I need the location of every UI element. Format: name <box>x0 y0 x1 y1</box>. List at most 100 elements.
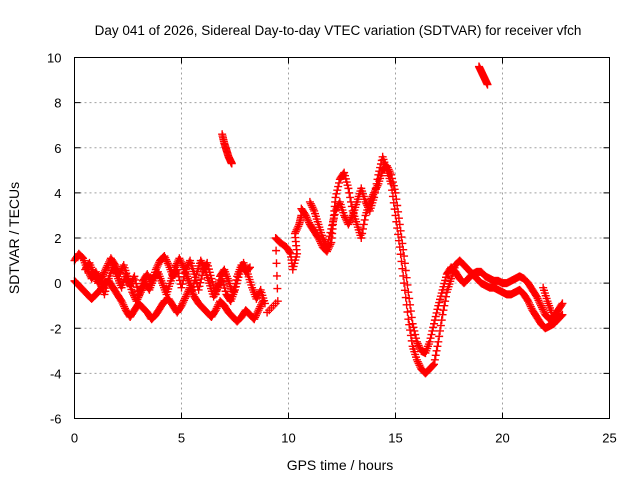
data-point <box>340 211 349 220</box>
data-point-interp <box>272 271 281 280</box>
data-point-interp <box>163 259 172 268</box>
data-point-interp <box>309 205 318 214</box>
data-point-interp <box>329 214 338 223</box>
data-point-interp <box>178 299 187 308</box>
data-point-interp <box>294 222 303 231</box>
data-point-interp <box>272 259 281 268</box>
data-point-interp <box>135 291 144 300</box>
data-point-interp <box>396 250 405 259</box>
data-point <box>344 184 353 193</box>
x-tick-label: 15 <box>388 431 402 446</box>
data-point-interp <box>77 252 86 261</box>
data-point-interp <box>257 300 266 309</box>
data-point <box>404 315 413 324</box>
data-point-interp <box>415 361 424 370</box>
data-point-interp <box>99 270 108 279</box>
data-point-interp <box>428 362 437 371</box>
data-point-interp <box>135 289 144 298</box>
data-point-interp <box>430 316 439 325</box>
data-point-interp <box>406 326 415 335</box>
data-point-interp <box>428 326 437 335</box>
y-tick-label: 8 <box>54 96 61 111</box>
plot-frame <box>74 57 610 419</box>
data-point <box>412 337 421 346</box>
data-point-interp <box>388 192 397 201</box>
data-point-interp <box>400 259 409 268</box>
data-point <box>211 306 220 315</box>
data-point-interp <box>536 299 545 308</box>
data-point-interp <box>176 256 185 265</box>
data-point-interp <box>525 298 534 307</box>
data-point <box>171 263 180 272</box>
x-axis-label: GPS time / hours <box>287 457 394 473</box>
x-tick-label: 5 <box>178 431 185 446</box>
data-point-interp <box>394 236 403 245</box>
data-point-interp <box>414 359 423 368</box>
data-point-interp <box>307 201 316 210</box>
data-point-interp <box>427 330 436 339</box>
data-point-interp <box>182 290 191 299</box>
data-point <box>130 272 139 281</box>
data-point-interp <box>526 302 535 311</box>
data-point-interp <box>432 308 441 317</box>
data-point-interp <box>436 326 445 335</box>
data-point-interp <box>411 330 420 339</box>
data-point-interp <box>402 273 411 282</box>
data-point-interp <box>177 259 186 268</box>
data-point <box>252 294 261 303</box>
data-point <box>260 299 269 308</box>
data-point-interp <box>322 241 331 250</box>
data-point <box>227 159 236 168</box>
y-tick-label: -2 <box>50 321 62 336</box>
data-point-interp <box>323 239 332 248</box>
data-point-interp <box>211 289 220 298</box>
data-point <box>387 179 396 188</box>
data-point-interp <box>329 217 338 226</box>
data-point-interp <box>161 253 170 262</box>
data-point-interp <box>196 278 205 287</box>
data-point-interp <box>340 213 349 222</box>
data-point <box>430 360 439 369</box>
data-point-interp <box>347 213 356 222</box>
data-point-interp <box>370 188 379 197</box>
data-point-interp <box>556 312 565 321</box>
data-point-interp <box>101 265 110 274</box>
data-point <box>143 270 152 279</box>
data-point <box>290 229 299 238</box>
data-point-interp <box>358 229 367 238</box>
y-tick-label: 0 <box>54 276 61 291</box>
y-tick-label: 2 <box>54 231 61 246</box>
data-point-interp <box>431 312 440 321</box>
data-point-interp <box>328 221 337 230</box>
data-point-interp <box>401 293 410 302</box>
data-point-interp <box>400 286 409 295</box>
data-point <box>524 297 533 306</box>
data-point-interp <box>403 308 412 317</box>
data-point <box>374 170 383 179</box>
data-point-interp <box>399 271 408 280</box>
data-point-interp <box>251 313 260 322</box>
data-point-interp <box>537 303 546 312</box>
data-point-interp <box>212 287 221 296</box>
data-point-interp <box>198 260 207 269</box>
data-point <box>213 283 222 292</box>
data-point-interp <box>539 307 548 316</box>
data-point <box>209 292 218 301</box>
chart-title: Day 041 of 2026, Sidereal Day-to-day VTE… <box>95 23 582 38</box>
data-point <box>532 292 541 301</box>
data-point-interp <box>116 268 125 277</box>
data-point-interp <box>302 213 311 222</box>
data-point <box>250 315 259 324</box>
y-tick-label: 4 <box>54 186 61 201</box>
x-tick-label: 0 <box>71 431 78 446</box>
data-point <box>102 263 111 272</box>
data-point-interp <box>118 298 127 307</box>
data-point-interp <box>394 230 403 239</box>
data-point <box>331 193 340 202</box>
data-point-interp <box>533 294 542 303</box>
data-point <box>558 310 567 319</box>
data-point-interp <box>439 306 448 315</box>
data-point-interp <box>430 355 439 364</box>
data-point-interp <box>120 302 129 311</box>
data-point-interp <box>214 281 223 290</box>
